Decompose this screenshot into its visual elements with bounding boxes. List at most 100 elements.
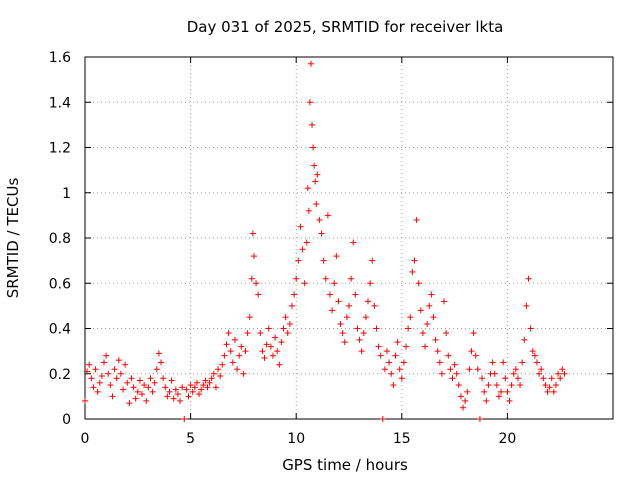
data-point [350, 239, 357, 246]
data-point [249, 230, 256, 237]
data-point [153, 366, 160, 373]
data-point [476, 416, 483, 422]
data-point [339, 330, 346, 337]
data-point [166, 388, 173, 395]
data-point [443, 330, 450, 337]
data-point [381, 366, 388, 373]
data-point [521, 336, 528, 343]
data-point [244, 330, 251, 337]
data-point [307, 60, 314, 67]
data-point [453, 370, 460, 377]
data-point [354, 325, 361, 332]
data-point [111, 366, 118, 373]
data-point [542, 382, 549, 389]
data-point [413, 216, 420, 223]
data-point [134, 388, 141, 395]
data-point [451, 361, 458, 368]
data-point [278, 339, 285, 346]
data-point [405, 325, 412, 332]
data-point [88, 375, 95, 382]
data-point [208, 375, 215, 382]
data-point [187, 382, 194, 389]
data-point [392, 352, 399, 359]
x-tick-label: 0 [81, 431, 90, 447]
y-tick-labels: 0 0.2 0.4 0.6 0.8 1 1.2 1.4 1.6 [49, 50, 71, 428]
data-point [284, 330, 291, 337]
data-point [183, 386, 190, 393]
y-tick-label: 1 [62, 186, 71, 202]
data-point [250, 253, 257, 260]
data-point [481, 388, 488, 395]
data-point [390, 382, 397, 389]
data-point [155, 350, 162, 357]
data-point [236, 352, 243, 359]
data-point [198, 386, 205, 393]
data-point [320, 257, 327, 264]
data-point [105, 370, 112, 377]
data-point [348, 275, 355, 282]
data-point [536, 370, 543, 377]
data-point [170, 395, 177, 402]
data-point [384, 348, 391, 355]
data-point [470, 330, 477, 337]
data-point [449, 375, 456, 382]
data-point [117, 370, 124, 377]
data-point [504, 388, 511, 395]
y-axis-label: SRMTID / TECUs [4, 178, 22, 299]
data-point [177, 397, 184, 404]
x-tick-label: 10 [287, 431, 305, 447]
data-point [555, 370, 562, 377]
x-axis-label: GPS time / hours [282, 456, 408, 474]
data-point [508, 382, 515, 389]
data-point [498, 388, 505, 395]
data-point [303, 239, 310, 246]
data-point [193, 379, 200, 386]
y-tick-label: 0.8 [49, 231, 71, 247]
data-point [240, 370, 247, 377]
data-point [179, 384, 186, 391]
data-point [316, 216, 323, 223]
data-point [337, 320, 344, 327]
data-point [234, 366, 241, 373]
data-point [221, 352, 228, 359]
data-point [141, 382, 148, 389]
data-point [417, 307, 424, 314]
data-point [130, 384, 137, 391]
data-point [426, 302, 433, 309]
data-point [299, 246, 306, 253]
data-point [162, 384, 169, 391]
data-point [242, 348, 249, 355]
data-point [120, 386, 127, 393]
data-point [212, 384, 219, 391]
data-point [460, 404, 467, 411]
y-tick-label: 0.2 [49, 367, 71, 383]
data-point [217, 373, 224, 380]
data-point [485, 382, 492, 389]
data-point [415, 280, 422, 287]
x-tick-label: 20 [498, 431, 516, 447]
data-point [341, 339, 348, 346]
data-point [304, 185, 311, 192]
data-point [455, 382, 462, 389]
data-point [306, 99, 313, 106]
data-point [519, 359, 526, 366]
data-point [472, 352, 479, 359]
x-tick-label: 5 [186, 431, 195, 447]
data-point [174, 391, 181, 398]
data-point [96, 379, 103, 386]
data-point [529, 348, 536, 355]
data-point [113, 375, 120, 382]
data-point [269, 352, 276, 359]
data-point [293, 275, 300, 282]
data-point [550, 388, 557, 395]
data-point [282, 314, 289, 321]
data-point [525, 275, 532, 282]
x-tick-label: 15 [393, 431, 411, 447]
data-point [107, 382, 114, 389]
data-point [206, 379, 213, 386]
data-point [491, 370, 498, 377]
data-point [210, 370, 217, 377]
data-point [371, 302, 378, 309]
data-point [493, 382, 500, 389]
data-point [365, 298, 372, 305]
